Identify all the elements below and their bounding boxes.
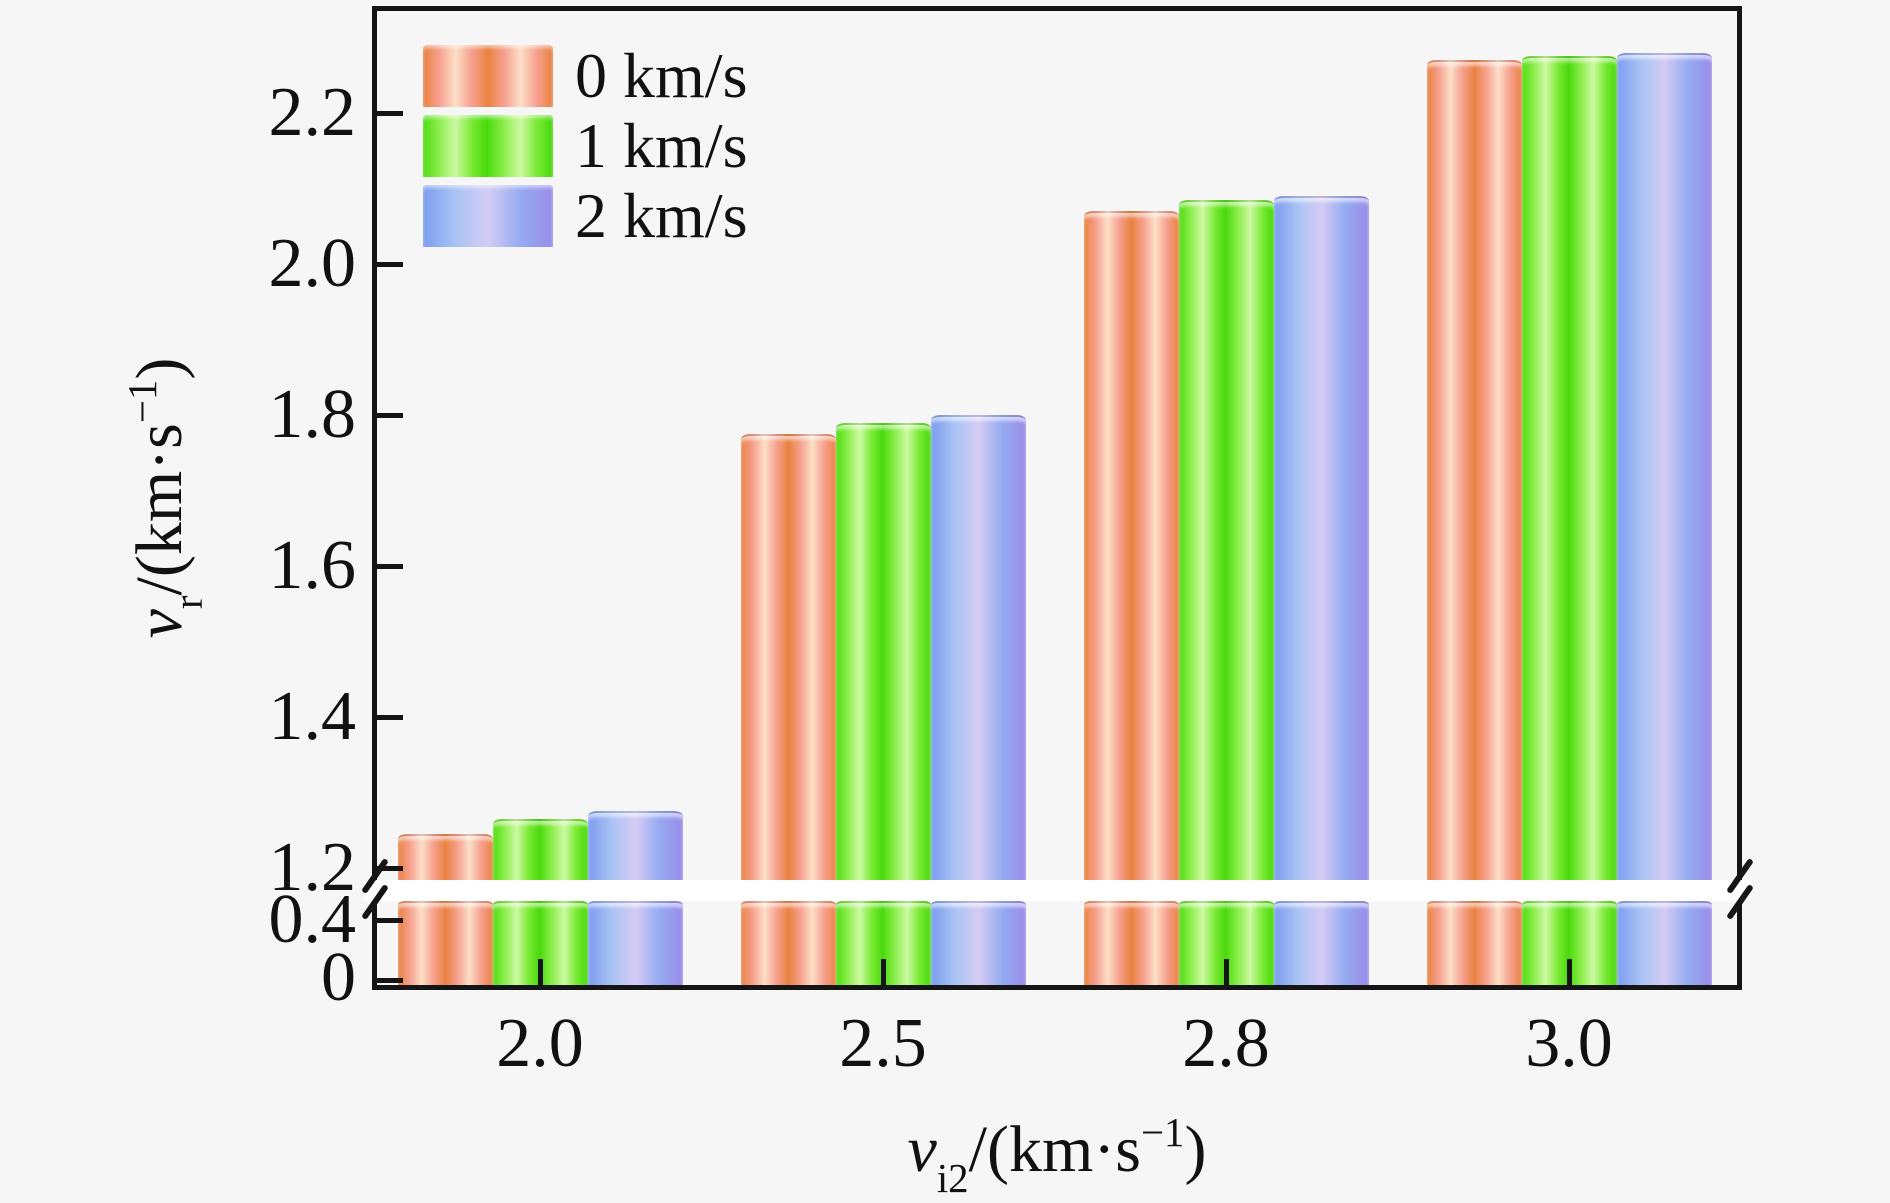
bar-lower-0kms-2.0 xyxy=(397,901,493,985)
bar-2kms-2.0 xyxy=(587,811,683,880)
bar-lower-2kms-2.8 xyxy=(1273,901,1369,985)
x-tick-label: 2.0 xyxy=(496,1005,584,1082)
y-tick xyxy=(377,714,403,720)
y-tick xyxy=(377,865,403,871)
legend-swatch-2kms xyxy=(423,185,553,247)
y-tick xyxy=(377,110,403,116)
bar-0kms-3.0 xyxy=(1426,60,1522,880)
bar-1kms-2.0 xyxy=(492,818,588,880)
x-tick-label: 2.5 xyxy=(839,1005,927,1082)
bar-2kms-2.5 xyxy=(930,415,1026,880)
y-title-superscript: −1 xyxy=(119,379,165,424)
y-tick xyxy=(377,917,403,923)
y-tick-label: 2.0 xyxy=(268,225,357,302)
legend-label-1kms: 1 km/s xyxy=(575,110,748,181)
legend-item-2kms: 2 km/s xyxy=(423,180,748,251)
x-tick xyxy=(1566,959,1572,985)
legend-item-1kms: 1 km/s xyxy=(423,110,748,181)
bar-lower-1kms-2.0 xyxy=(492,901,588,985)
bar-2kms-3.0 xyxy=(1616,52,1712,880)
bar-lower-0kms-2.5 xyxy=(740,901,836,985)
legend-label-2kms: 2 km/s xyxy=(575,180,748,251)
bar-lower-0kms-2.8 xyxy=(1083,901,1179,985)
y-tick xyxy=(377,412,403,418)
x-title-units: /(km·s xyxy=(968,1113,1141,1186)
y-title-units: /(km·s xyxy=(123,423,196,596)
bar-1kms-3.0 xyxy=(1521,56,1617,880)
legend-item-0kms: 0 km/s xyxy=(423,40,748,111)
bar-2kms-2.8 xyxy=(1273,196,1369,880)
y-tick-label: 1.2 xyxy=(268,829,357,906)
y-tick-label: 1.6 xyxy=(268,527,357,604)
y-title-variable: v xyxy=(123,609,196,639)
bar-0kms-2.5 xyxy=(740,433,836,880)
x-tick-label: 2.8 xyxy=(1182,1005,1270,1082)
bar-lower-2kms-3.0 xyxy=(1616,901,1712,985)
y-title-close: ) xyxy=(123,357,196,380)
x-tick xyxy=(1223,959,1229,985)
bar-lower-2kms-2.0 xyxy=(587,901,683,985)
x-tick-label: 3.0 xyxy=(1525,1005,1613,1082)
x-title-close: ) xyxy=(1184,1113,1207,1186)
y-tick xyxy=(377,977,403,983)
bar-lower-0kms-3.0 xyxy=(1426,901,1522,985)
bar-0kms-2.8 xyxy=(1083,211,1179,880)
bar-1kms-2.8 xyxy=(1178,199,1274,880)
bar-1kms-2.5 xyxy=(835,422,931,880)
y-title-subscript: r xyxy=(165,595,211,610)
y-tick xyxy=(377,261,403,267)
axis-break-band xyxy=(364,880,1750,901)
y-tick-label: 0 xyxy=(321,939,356,1016)
legend-swatch-1kms xyxy=(423,115,553,177)
bar-0kms-2.0 xyxy=(397,834,493,880)
y-tick-label: 0.4 xyxy=(268,881,357,958)
x-tick xyxy=(537,959,543,985)
x-axis-title: vi2/(km·s−1) xyxy=(557,1105,1557,1199)
y-tick-label: 1.8 xyxy=(268,376,357,453)
x-title-variable: v xyxy=(907,1113,937,1186)
x-tick xyxy=(880,959,886,985)
legend-swatch-0kms xyxy=(423,45,553,107)
y-axis-title: vr/(km·s−1) xyxy=(115,0,211,998)
bar-lower-2kms-2.5 xyxy=(930,901,1026,985)
legend: 0 km/s 1 km/s 2 km/s xyxy=(423,40,748,255)
legend-label-0kms: 0 km/s xyxy=(575,40,748,111)
y-tick-label: 1.4 xyxy=(268,678,357,755)
y-tick xyxy=(377,563,403,569)
x-title-subscript: i2 xyxy=(936,1155,969,1201)
y-tick-label: 2.2 xyxy=(268,74,357,151)
x-title-superscript: −1 xyxy=(1140,1109,1185,1155)
